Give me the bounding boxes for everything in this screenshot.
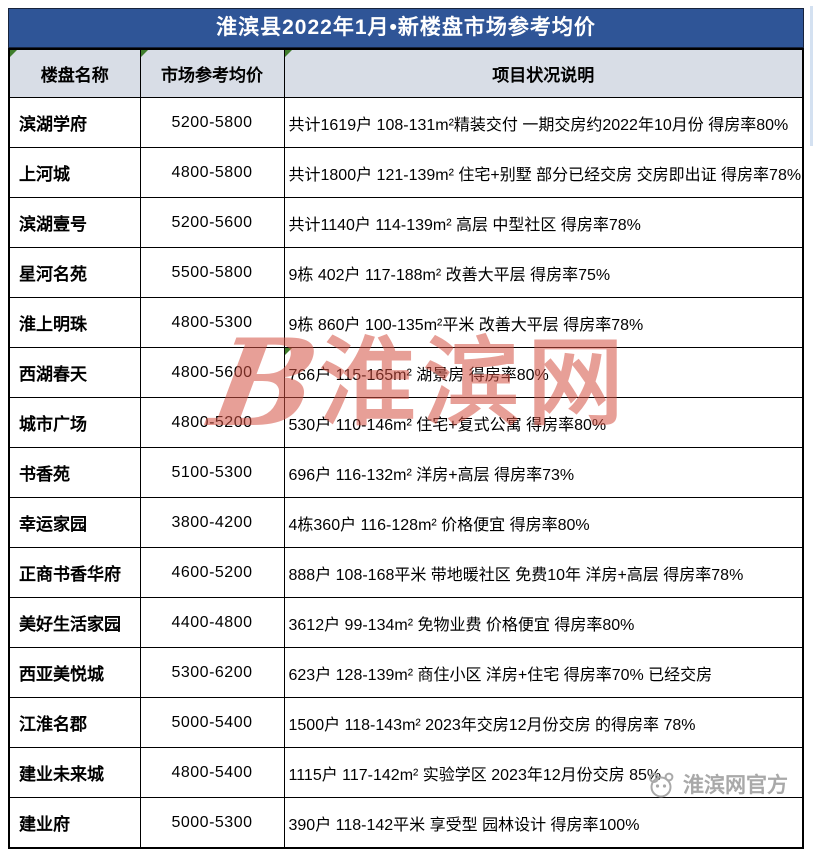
- description-cell: 696户 116-132m² 洋房+高层 得房率73%: [283, 447, 804, 498]
- price-cell: 4800-5300: [139, 297, 285, 348]
- price-sheet: 淮滨县2022年1月•新楼盘市场参考均价 楼盘名称 市场参考均价 项目状况说明 …: [8, 8, 804, 849]
- description-cell: 共计1800户 121-139m² 住宅+别墅 部分已经交房 交房即出证 得房率…: [283, 147, 804, 198]
- sheet-title: 淮滨县2022年1月•新楼盘市场参考均价: [8, 8, 804, 48]
- table-row: 正商书香华府 4600-5200 888户 108-168平米 带地暖社区 免费…: [8, 547, 804, 598]
- price-cell: 4600-5200: [139, 547, 285, 598]
- property-name-cell: 上河城: [8, 147, 141, 198]
- description-cell: 390户 118-142平米 享受型 园林设计 得房率100%: [283, 797, 804, 849]
- property-name-cell: 书香苑: [8, 447, 141, 498]
- table-row: 江淮名郡 5000-5400 1500户 118-143m² 2023年交房12…: [8, 697, 804, 748]
- column-header-price: 市场参考均价: [139, 48, 285, 98]
- price-cell: 4800-5600: [139, 347, 285, 398]
- price-cell: 5000-5300: [139, 797, 285, 849]
- property-name-cell: 滨湖学府: [8, 97, 141, 148]
- property-name-cell: 建业未来城: [8, 747, 141, 798]
- property-name-cell: 正商书香华府: [8, 547, 141, 598]
- table-row: 滨湖壹号 5200-5600 共计1140户 114-139m² 高层 中型社区…: [8, 197, 804, 248]
- table-row: 书香苑 5100-5300 696户 116-132m² 洋房+高层 得房率73…: [8, 447, 804, 498]
- description-cell: 766户 115-165m² 湖景房 得房率80%: [283, 347, 804, 398]
- description-cell: 9栋 860户 100-135m²平米 改善大平层 得房率78%: [283, 297, 804, 348]
- property-name-cell: 幸运家园: [8, 497, 141, 548]
- price-cell: 4400-4800: [139, 597, 285, 648]
- property-name-cell: 建业府: [8, 797, 141, 849]
- scrollbar-remnant: [810, 6, 813, 146]
- description-cell: 4栋360户 116-128m² 价格便宜 得房率80%: [283, 497, 804, 548]
- property-name-cell: 淮上明珠: [8, 297, 141, 348]
- description-cell: 1115户 117-142m² 实验学区 2023年12月份交房 85%: [283, 747, 804, 798]
- property-name-cell: 星河名苑: [8, 247, 141, 298]
- description-cell: 9栋 402户 117-188m² 改善大平层 得房率75%: [283, 247, 804, 298]
- description-cell: 3612户 99-134m² 免物业费 价格便宜 得房率80%: [283, 597, 804, 648]
- table-row: 淮上明珠 4800-5300 9栋 860户 100-135m²平米 改善大平层…: [8, 297, 804, 348]
- column-header-desc: 项目状况说明: [283, 48, 804, 98]
- property-name-cell: 城市广场: [8, 397, 141, 448]
- table-row: 城市广场 4800-5200 530户 110-146m² 住宅+复式公寓 得房…: [8, 397, 804, 448]
- property-name-cell: 西湖春天: [8, 347, 141, 398]
- price-cell: 4800-5400: [139, 747, 285, 798]
- description-cell: 共计1619户 108-131m²精装交付 一期交房约2022年10月份 得房率…: [283, 97, 804, 148]
- table-row: 星河名苑 5500-5800 9栋 402户 117-188m² 改善大平层 得…: [8, 247, 804, 298]
- property-name-cell: 滨湖壹号: [8, 197, 141, 248]
- table-row: 美好生活家园 4400-4800 3612户 99-134m² 免物业费 价格便…: [8, 597, 804, 648]
- table-row: 建业未来城 4800-5400 1115户 117-142m² 实验学区 202…: [8, 747, 804, 798]
- price-cell: 4800-5800: [139, 147, 285, 198]
- price-cell: 5200-5800: [139, 97, 285, 148]
- price-cell: 5100-5300: [139, 447, 285, 498]
- column-header-name: 楼盘名称: [8, 48, 141, 98]
- table-row: 西亚美悦城 5300-6200 623户 128-139m² 商住小区 洋房+住…: [8, 647, 804, 698]
- property-name-cell: 美好生活家园: [8, 597, 141, 648]
- property-name-cell: 西亚美悦城: [8, 647, 141, 698]
- table-row: 西湖春天 4800-5600 766户 115-165m² 湖景房 得房率80%: [8, 347, 804, 398]
- table-row: 上河城 4800-5800 共计1800户 121-139m² 住宅+别墅 部分…: [8, 147, 804, 198]
- table-row: 幸运家园 3800-4200 4栋360户 116-128m² 价格便宜 得房率…: [8, 497, 804, 548]
- price-cell: 4800-5200: [139, 397, 285, 448]
- table-body: 滨湖学府 5200-5800 共计1619户 108-131m²精装交付 一期交…: [8, 97, 804, 849]
- description-cell: 623户 128-139m² 商住小区 洋房+住宅 得房率70% 已经交房: [283, 647, 804, 698]
- table-row: 建业府 5000-5300 390户 118-142平米 享受型 园林设计 得房…: [8, 797, 804, 849]
- description-cell: 共计1140户 114-139m² 高层 中型社区 得房率78%: [283, 197, 804, 248]
- price-table: 楼盘名称 市场参考均价 项目状况说明 滨湖学府 5200-5800 共计1619…: [8, 48, 804, 849]
- price-cell: 5200-5600: [139, 197, 285, 248]
- description-cell: 530户 110-146m² 住宅+复式公寓 得房率80%: [283, 397, 804, 448]
- description-cell: 1500户 118-143m² 2023年交房12月份交房 的得房率 78%: [283, 697, 804, 748]
- price-cell: 3800-4200: [139, 497, 285, 548]
- description-cell: 888户 108-168平米 带地暖社区 免费10年 洋房+高层 得房率78%: [283, 547, 804, 598]
- price-cell: 5000-5400: [139, 697, 285, 748]
- header-row: 楼盘名称 市场参考均价 项目状况说明: [8, 48, 804, 98]
- price-cell: 5500-5800: [139, 247, 285, 298]
- price-cell: 5300-6200: [139, 647, 285, 698]
- property-name-cell: 江淮名郡: [8, 697, 141, 748]
- table-row: 滨湖学府 5200-5800 共计1619户 108-131m²精装交付 一期交…: [8, 97, 804, 148]
